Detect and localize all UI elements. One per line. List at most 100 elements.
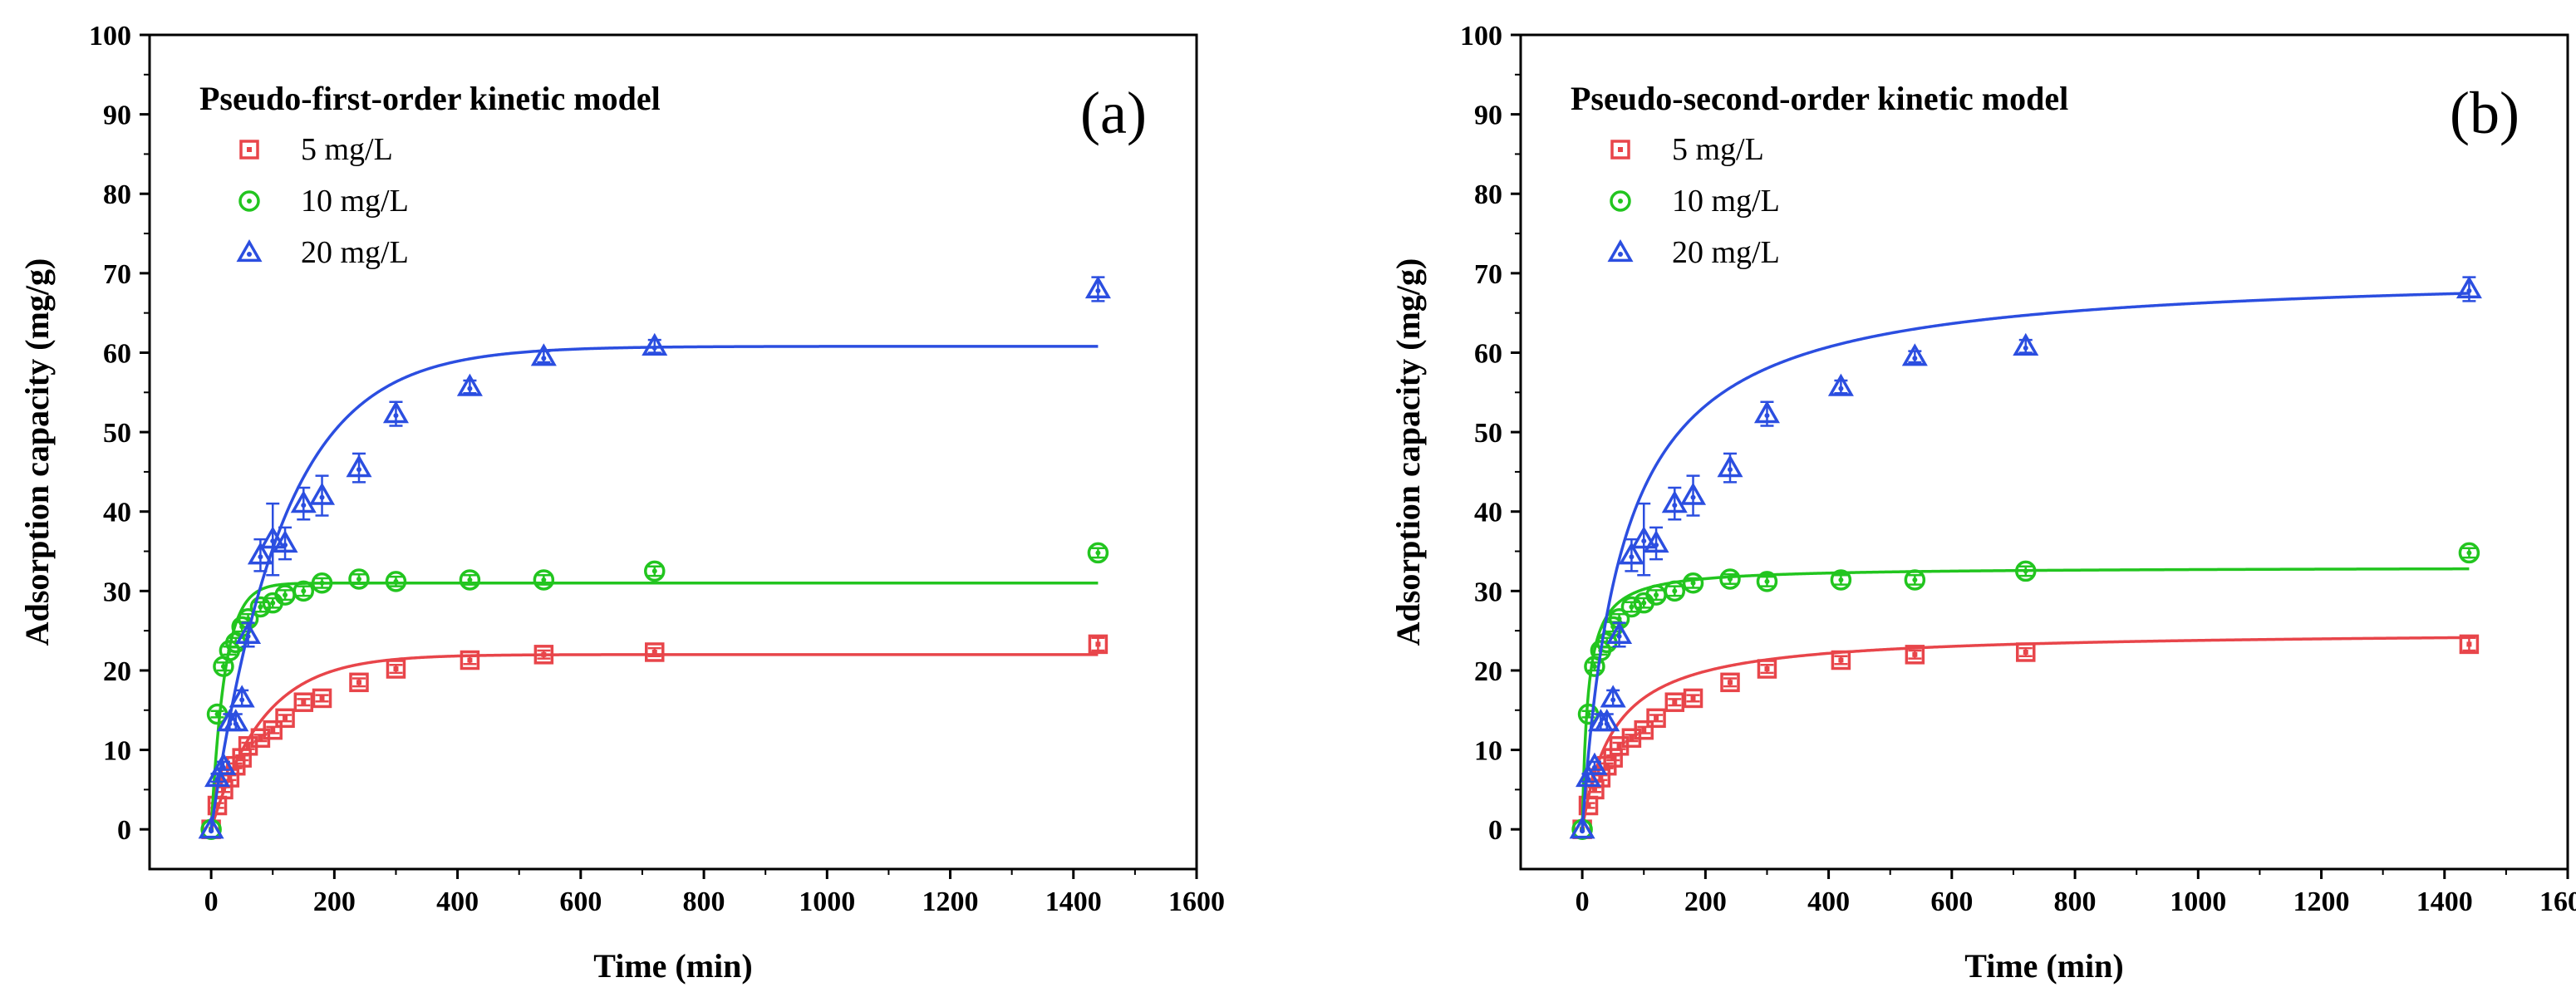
data-point-center <box>541 356 547 361</box>
data-point-center <box>651 649 657 655</box>
data-point-center <box>233 721 238 727</box>
data-point <box>1904 569 1926 591</box>
data-point <box>460 650 480 670</box>
y-tick-label: 70 <box>103 259 131 290</box>
legend-marker-center <box>247 147 252 152</box>
data-point-center <box>2466 287 2472 293</box>
data-point-center <box>651 568 657 574</box>
data-point <box>1594 709 1620 732</box>
data-point <box>311 572 333 594</box>
data-point <box>259 526 286 549</box>
data-point <box>1643 529 1669 553</box>
legend-marker-center <box>1618 199 1623 204</box>
data-point-center <box>301 700 307 705</box>
legend-item: 5 mg/L <box>1610 132 1764 167</box>
x-tick-label: 200 <box>1684 887 1727 917</box>
data-point <box>223 709 249 732</box>
legend-label: 10 mg/L <box>1672 184 1780 219</box>
data-point-center <box>2023 568 2028 574</box>
data-point-center <box>2466 641 2472 647</box>
data-point-center <box>1095 550 1101 556</box>
x-tick-label: 1400 <box>1045 887 1102 917</box>
data-point <box>348 568 370 590</box>
data-point <box>1634 720 1654 740</box>
data-point <box>263 720 283 740</box>
data-point-center <box>1654 542 1659 548</box>
data-point <box>312 688 332 709</box>
legend-label: 5 mg/L <box>301 132 393 167</box>
legend-item: 10 mg/L <box>1610 184 1780 219</box>
x-tick-label: 1200 <box>2293 887 2350 917</box>
x-tick-label: 0 <box>204 887 219 917</box>
legend-marker <box>1610 140 1630 160</box>
y-tick-label: 20 <box>103 656 131 687</box>
data-point <box>1646 708 1666 729</box>
y-tick-label: 100 <box>89 21 131 52</box>
data-point-center <box>356 680 361 685</box>
legend-marker <box>236 238 263 263</box>
x-axis-title: Time (min) <box>593 947 752 985</box>
data-point-center <box>467 577 473 582</box>
data-point-center <box>1654 592 1659 598</box>
data-point <box>1720 672 1740 693</box>
data-point-center <box>319 695 325 701</box>
y-tick-label: 10 <box>1474 736 1502 767</box>
data-point-center <box>1672 588 1678 594</box>
data-point-center <box>258 604 263 610</box>
data-point-center <box>2023 649 2028 655</box>
data-point-center <box>1604 721 1610 727</box>
data-point <box>275 708 295 729</box>
data-point-center <box>214 711 220 717</box>
data-point <box>2015 560 2037 582</box>
fit-curve <box>1581 567 2470 830</box>
data-point <box>1719 568 1741 590</box>
data-point <box>349 672 369 693</box>
data-point <box>1618 542 1644 565</box>
data-point <box>1569 816 1595 839</box>
data-point-center <box>651 345 657 351</box>
data-point <box>1600 685 1626 708</box>
x-tick-label: 200 <box>313 887 356 917</box>
x-tick-label: 1000 <box>799 887 855 917</box>
data-point-center <box>393 578 399 584</box>
panel-title: Pseudo-first-order kinetic model <box>199 80 661 117</box>
data-point <box>2013 332 2039 356</box>
data-point-center <box>319 494 325 500</box>
data-point <box>293 580 315 602</box>
data-point-center <box>1728 576 1733 582</box>
legend-marker-center <box>1618 252 1623 257</box>
y-tick-label: 50 <box>103 418 131 449</box>
y-tick-label: 60 <box>103 338 131 369</box>
fit-curve <box>209 653 1099 830</box>
data-point-center <box>319 580 325 586</box>
data-point-center <box>1764 578 1770 584</box>
data-point <box>204 764 231 788</box>
legend-marker <box>1610 190 1631 212</box>
data-point <box>198 816 224 839</box>
series-1 <box>1571 542 2480 840</box>
data-point <box>533 645 554 665</box>
data-point-center <box>1585 777 1591 783</box>
series-0 <box>1572 634 2480 839</box>
panel-a: 0 200 400 600 800 1000 1200 1400 1600 0 10 20 30 40 50… <box>18 21 1225 985</box>
x-tick-label: 400 <box>1807 887 1850 917</box>
x-tick-label: 800 <box>2054 887 2097 917</box>
data-point-center <box>239 755 245 761</box>
data-point-center <box>1728 467 1733 473</box>
data-point-center <box>1616 743 1622 749</box>
data-point <box>1576 764 1602 788</box>
legend-marker <box>239 140 259 160</box>
data-point <box>1901 343 1928 366</box>
y-tick-label: 30 <box>1474 577 1502 607</box>
data-point-center <box>1610 755 1616 761</box>
data-point-center <box>214 777 220 783</box>
panel-b: 0 200 400 600 800 1000 1200 1400 1600 0 10 20 30 40 50… <box>1389 21 2576 985</box>
fit-curve <box>209 345 1099 830</box>
data-point <box>1664 580 1686 602</box>
data-point-center <box>258 554 263 560</box>
data-point-center <box>1672 503 1678 508</box>
data-point-center <box>2023 345 2028 351</box>
x-tick-label: 1600 <box>1168 887 1225 917</box>
y-axis-title: Adsorption capacity (mg/g) <box>18 258 56 646</box>
